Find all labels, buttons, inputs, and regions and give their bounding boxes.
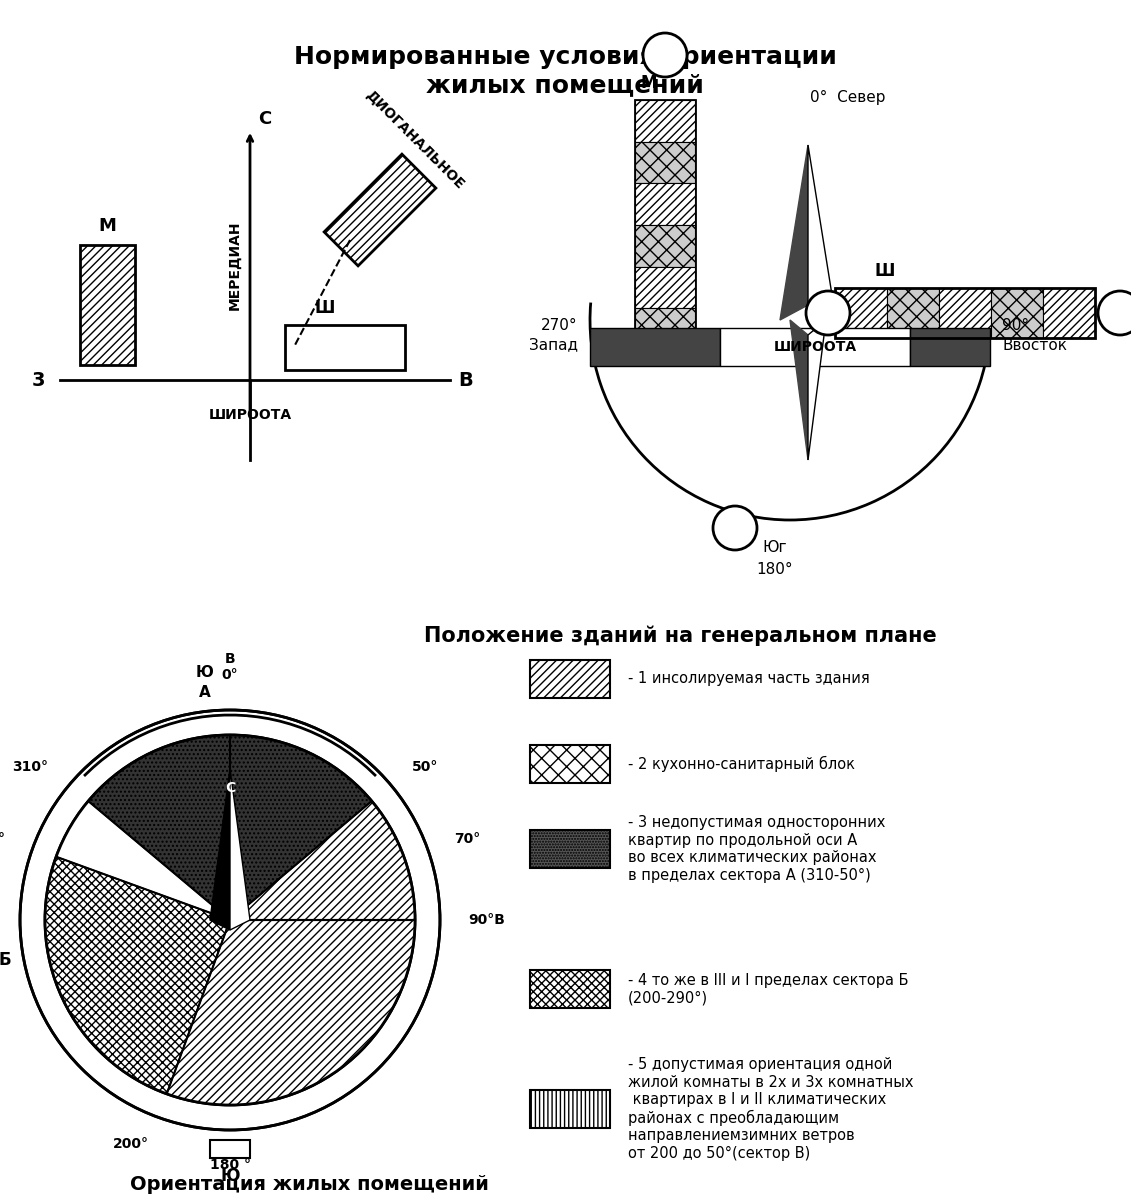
Text: Ввосток: Ввосток (1002, 337, 1067, 353)
Polygon shape (88, 736, 372, 920)
Text: Ю: Ю (221, 1166, 240, 1186)
Bar (910, 328, 990, 366)
Text: Ю: Ю (196, 665, 214, 680)
Text: А: А (729, 521, 741, 535)
Bar (1043, 288, 1095, 338)
Text: МЕРЕДИАН: МЕРЕДИАН (228, 221, 242, 310)
Text: 180 °: 180 ° (209, 1158, 250, 1172)
Text: 3: 3 (32, 371, 45, 390)
Text: А: А (822, 306, 834, 320)
Bar (634, 308, 696, 350)
Text: В
0°: В 0° (222, 652, 239, 682)
Circle shape (45, 734, 415, 1105)
Polygon shape (789, 320, 808, 460)
Bar (634, 226, 696, 266)
Bar (530, 830, 610, 868)
Circle shape (1098, 290, 1131, 335)
Polygon shape (210, 768, 230, 930)
Text: Ориентация жилых помещений: Ориентация жилых помещений (130, 1175, 489, 1194)
Circle shape (713, 506, 757, 550)
Text: 200°: 200° (113, 1136, 148, 1151)
Text: М: М (98, 217, 116, 235)
Text: - 5 допустимая ориентация одной
жилой комнаты в 2х и 3х комнатных
 квартирах в I: - 5 допустимая ориентация одной жилой ко… (628, 1057, 914, 1160)
Bar (835, 288, 887, 338)
Text: ДИОГАНАЛЬНОЕ: ДИОГАНАЛЬНОЕ (363, 88, 467, 192)
Text: С: С (225, 781, 235, 796)
Polygon shape (166, 802, 415, 1105)
Text: 310°: 310° (11, 760, 48, 774)
Bar (530, 1090, 610, 1128)
Bar (634, 142, 696, 184)
Text: 70°: 70° (454, 832, 480, 846)
Bar (634, 100, 696, 350)
Text: ШИРООТА: ШИРООТА (208, 408, 292, 422)
Bar (530, 970, 610, 1008)
Text: Ш: Ш (314, 299, 335, 317)
Polygon shape (808, 145, 836, 320)
Polygon shape (808, 320, 826, 460)
Text: Б: Б (0, 950, 11, 970)
Bar (285, 325, 405, 370)
Bar (939, 288, 991, 338)
Text: Нормированные условия ориентации
жилых помещений: Нормированные условия ориентации жилых п… (294, 44, 837, 97)
Polygon shape (230, 768, 250, 930)
Circle shape (644, 32, 687, 77)
Text: ШИРООТА: ШИРООТА (774, 340, 856, 354)
Text: 50°: 50° (413, 760, 439, 774)
Text: - 2 кухонно-санитарный блок: - 2 кухонно-санитарный блок (628, 756, 855, 772)
Bar (835, 288, 1095, 338)
Polygon shape (57, 802, 230, 920)
Text: 90°: 90° (1002, 318, 1029, 332)
Bar (210, 1140, 250, 1158)
Text: Запад: Запад (529, 337, 578, 353)
Polygon shape (325, 154, 435, 266)
Text: 0°  Север: 0° Север (810, 90, 886, 104)
Text: - 3 недопустимая односторонних
квартир по продольной оси А
во всех климатических: - 3 недопустимая односторонних квартир п… (628, 815, 886, 883)
Text: А: А (659, 48, 671, 62)
Text: С: С (258, 110, 271, 128)
Bar (590, 328, 720, 366)
Bar (887, 288, 939, 338)
Text: А: А (1114, 306, 1125, 320)
Bar (80, 245, 135, 365)
Polygon shape (45, 857, 230, 1094)
Text: 90°В: 90°В (468, 913, 504, 926)
Bar (634, 184, 696, 224)
Text: В: В (458, 371, 473, 390)
Circle shape (806, 290, 851, 335)
Text: Юг: Юг (762, 540, 787, 554)
Text: 290°: 290° (0, 832, 7, 846)
Text: А: А (199, 685, 210, 700)
Bar (530, 745, 610, 782)
Bar (720, 328, 910, 366)
Bar (991, 288, 1043, 338)
Text: 180°: 180° (757, 562, 793, 577)
Bar (530, 660, 610, 698)
Polygon shape (780, 145, 808, 320)
Text: - 4 то же в III и I пределах сектора Б
(200-290°): - 4 то же в III и I пределах сектора Б (… (628, 973, 908, 1006)
Text: Ш: Ш (874, 262, 896, 280)
Text: Положение зданий на генеральном плане: Положение зданий на генеральном плане (424, 625, 936, 646)
Text: М: М (640, 74, 656, 92)
Bar (634, 266, 696, 308)
Bar (634, 100, 696, 142)
Text: 270°: 270° (542, 318, 578, 332)
Text: - 1 инсолируемая часть здания: - 1 инсолируемая часть здания (628, 672, 870, 686)
